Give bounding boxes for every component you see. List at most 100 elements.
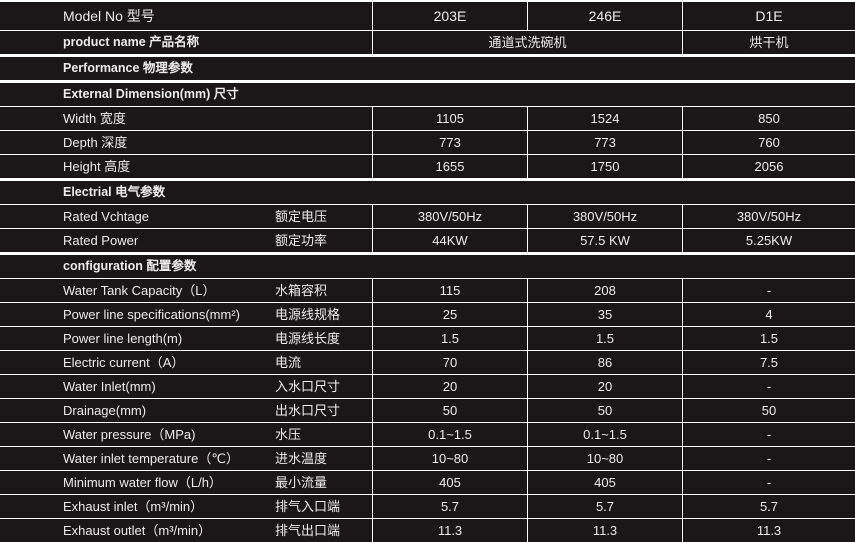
row-label-cell: Height 高度 bbox=[0, 155, 372, 178]
value-cell: 4 bbox=[682, 303, 855, 326]
model-row: Model No 型号 203E 246E D1E bbox=[0, 2, 855, 30]
table-row: Drainage(mm) 出水口尺寸 50 50 50 bbox=[0, 398, 855, 422]
row-label: Power line specifications(mm²) bbox=[63, 307, 240, 322]
table-row: Rated Power 额定功率 44KW 57.5 KW 5.25KW bbox=[0, 228, 855, 252]
value-cell: - bbox=[682, 447, 855, 470]
row-label-cell: Power line specifications(mm²) 电源线规格 bbox=[0, 303, 372, 326]
section-label: Electrial 电气参数 bbox=[63, 185, 166, 199]
value-cell: 0.1~1.5 bbox=[527, 423, 682, 446]
row-label: Minimum water flow（L/h） bbox=[63, 475, 222, 490]
value-cell: 25 bbox=[372, 303, 527, 326]
table-row: Width 宽度 1105 1524 850 bbox=[0, 106, 855, 130]
value-cell: 35 bbox=[527, 303, 682, 326]
section-header-row: External Dimension(mm) 尺寸 bbox=[0, 80, 855, 106]
row-sub-label: 额定电压 bbox=[275, 209, 328, 224]
value-cell: 2056 bbox=[682, 155, 855, 178]
value-cell: - bbox=[682, 423, 855, 446]
value-cell: 405 bbox=[527, 471, 682, 494]
row-label: Exhaust outlet（m³/min） bbox=[63, 523, 212, 538]
value-cell: 1105 bbox=[372, 107, 527, 130]
value-cell: - bbox=[682, 375, 855, 398]
row-sub-label: 出水口尺寸 bbox=[275, 403, 341, 418]
row-label: Exhaust inlet（m³/min） bbox=[63, 499, 204, 514]
value-cell: 5.25KW bbox=[682, 229, 855, 252]
section-label: configuration 配置参数 bbox=[63, 259, 197, 273]
value-cell: 20 bbox=[372, 375, 527, 398]
row-label-cell: Minimum water flow（L/h） 最小流量 bbox=[0, 471, 372, 494]
value-cell: 0.1~1.5 bbox=[372, 423, 527, 446]
row-sub-label: 电源线规格 bbox=[275, 307, 341, 322]
value-cell: 380V/50Hz bbox=[682, 205, 855, 228]
row-label: Depth 深度 bbox=[63, 135, 128, 150]
row-label-cell: Exhaust outlet（m³/min） 排气出口端 bbox=[0, 519, 372, 542]
row-label-cell: Electric current（A） 电流 bbox=[0, 351, 372, 374]
model-246e: 246E bbox=[527, 2, 682, 30]
value-cell: - bbox=[682, 471, 855, 494]
row-label-cell: Rated Power 额定功率 bbox=[0, 229, 372, 252]
row-label-cell: Drainage(mm) 出水口尺寸 bbox=[0, 399, 372, 422]
value-cell: 10~80 bbox=[372, 447, 527, 470]
value-cell: 760 bbox=[682, 131, 855, 154]
row-label: Water Tank Capacity（L） bbox=[63, 283, 216, 298]
row-label: Water inlet temperature（℃） bbox=[63, 451, 239, 466]
value-cell: 5.7 bbox=[372, 495, 527, 518]
row-label-cell: Water Tank Capacity（L） 水箱容积 bbox=[0, 279, 372, 302]
value-cell: 44KW bbox=[372, 229, 527, 252]
value-cell: 380V/50Hz bbox=[372, 205, 527, 228]
value-cell: 773 bbox=[527, 131, 682, 154]
model-label-cell: Model No 型号 bbox=[0, 2, 372, 30]
section-label-cell: Performance 物理参数 bbox=[0, 57, 855, 80]
row-sub-label: 排气入口端 bbox=[275, 499, 341, 514]
value-cell: 1750 bbox=[527, 155, 682, 178]
row-label-cell: Water pressure（MPa) 水压 bbox=[0, 423, 372, 446]
value-cell: 1524 bbox=[527, 107, 682, 130]
value-cell: 773 bbox=[372, 131, 527, 154]
row-sub-label: 水箱容积 bbox=[275, 283, 328, 298]
table-row: Water Inlet(mm) 入水口尺寸 20 20- bbox=[0, 374, 855, 398]
row-label: Water Inlet(mm) bbox=[63, 379, 156, 394]
table-row: Height 高度 1655 1750 2056 bbox=[0, 154, 855, 178]
value-cell: 10~80 bbox=[527, 447, 682, 470]
value-cell: 5.7 bbox=[682, 495, 855, 518]
product-row: product name 产品名称 通道式洗碗机 烘干机 bbox=[0, 30, 855, 54]
row-sub-label: 水压 bbox=[275, 427, 302, 442]
model-203e: 203E bbox=[372, 2, 527, 30]
product-label: product name 产品名称 bbox=[63, 35, 200, 49]
table-row: Water pressure（MPa) 水压 0.1~1.5 0.1~1.5- bbox=[0, 422, 855, 446]
value-cell: - bbox=[682, 279, 855, 302]
section-header-row: Performance 物理参数 bbox=[0, 54, 855, 80]
value-cell: 70 bbox=[372, 351, 527, 374]
model-d1e: D1E bbox=[682, 2, 855, 30]
row-label: Height 高度 bbox=[63, 159, 131, 174]
model-label: Model No 型号 bbox=[63, 8, 155, 24]
row-label-cell: Water Inlet(mm) 入水口尺寸 bbox=[0, 375, 372, 398]
row-label: Electric current（A） bbox=[63, 355, 185, 370]
row-label-cell: Exhaust inlet（m³/min） 排气入口端 bbox=[0, 495, 372, 518]
product-label-cell: product name 产品名称 bbox=[0, 31, 372, 54]
section-label: External Dimension(mm) 尺寸 bbox=[63, 87, 239, 101]
row-sub-label: 进水温度 bbox=[275, 451, 328, 466]
value-cell: 50 bbox=[372, 399, 527, 422]
section-label-cell: configuration 配置参数 bbox=[0, 255, 855, 278]
row-label: Drainage(mm) bbox=[63, 403, 147, 418]
value-cell: 86 bbox=[527, 351, 682, 374]
value-cell: 1.5 bbox=[682, 327, 855, 350]
row-label: Water pressure（MPa) bbox=[63, 427, 196, 442]
row-label-cell: Width 宽度 bbox=[0, 107, 372, 130]
value-cell: 57.5 KW bbox=[527, 229, 682, 252]
product-dryer: 烘干机 bbox=[682, 31, 855, 54]
value-cell: 11.3 bbox=[527, 519, 682, 542]
row-label-cell: Water inlet temperature（℃） 进水温度 bbox=[0, 447, 372, 470]
row-label: Power line length(m) bbox=[63, 331, 183, 346]
value-cell: 7.5 bbox=[682, 351, 855, 374]
table-row: Depth 深度 773 773 760 bbox=[0, 130, 855, 154]
row-label-cell: Power line length(m) 电源线长度 bbox=[0, 327, 372, 350]
row-label: Rated Power bbox=[63, 233, 139, 248]
value-cell: 208 bbox=[527, 279, 682, 302]
value-cell: 1.5 bbox=[372, 327, 527, 350]
value-cell: 405 bbox=[372, 471, 527, 494]
section-header-row: configuration 配置参数 bbox=[0, 252, 855, 278]
value-cell: 5.7 bbox=[527, 495, 682, 518]
section-header-row: Electrial 电气参数 bbox=[0, 178, 855, 204]
